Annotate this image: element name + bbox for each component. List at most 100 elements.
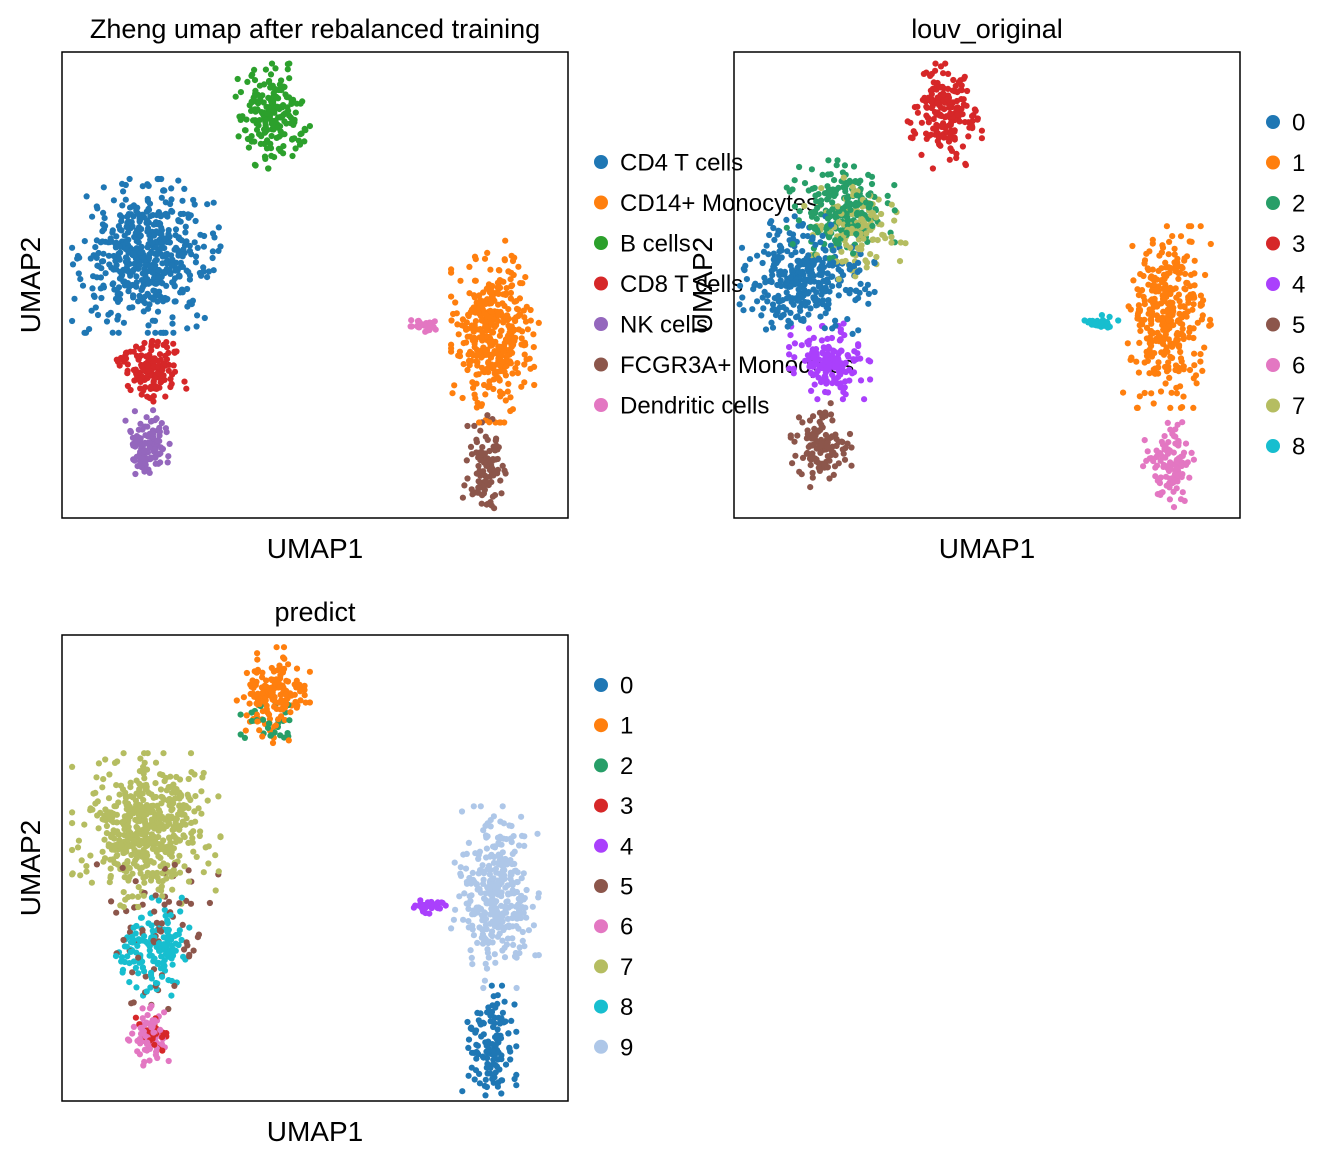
axes-frame <box>61 51 569 519</box>
data-point <box>499 358 506 365</box>
data-point <box>140 766 147 773</box>
data-point <box>873 253 880 261</box>
data-point <box>829 325 836 332</box>
legend-label: 7 <box>1292 393 1305 420</box>
data-point <box>820 344 827 351</box>
data-point <box>502 1061 510 1068</box>
data-point <box>837 336 844 343</box>
data-point <box>781 271 788 278</box>
data-point <box>801 180 809 187</box>
data-point <box>860 235 867 242</box>
data-point <box>156 940 163 947</box>
data-point <box>507 1048 514 1055</box>
data-point <box>467 333 474 340</box>
data-point <box>786 188 793 195</box>
data-point <box>83 868 90 875</box>
data-point <box>179 811 186 818</box>
data-point <box>135 426 142 433</box>
data-point <box>801 277 808 284</box>
data-point <box>953 150 960 157</box>
data-point <box>837 227 845 234</box>
data-point <box>503 898 510 905</box>
data-point <box>194 244 201 251</box>
data-point <box>155 370 162 377</box>
legend-label: CD8 T cells <box>620 271 743 298</box>
data-point <box>140 770 147 777</box>
data-point <box>127 204 134 211</box>
data-point <box>846 366 853 373</box>
data-point <box>118 218 125 225</box>
data-point <box>1177 233 1185 240</box>
data-point <box>244 78 251 85</box>
data-point <box>787 274 794 281</box>
data-point <box>807 462 814 469</box>
data-point <box>530 344 537 351</box>
data-point <box>265 105 272 112</box>
data-point <box>246 700 253 707</box>
data-point <box>145 280 152 287</box>
data-point <box>482 890 489 897</box>
data-point <box>867 358 874 365</box>
data-point <box>496 930 503 937</box>
data-point <box>179 251 186 258</box>
data-point <box>1149 240 1156 247</box>
data-point <box>500 291 507 298</box>
data-point <box>925 114 932 122</box>
data-point <box>270 668 277 675</box>
data-point <box>492 865 499 873</box>
data-point <box>961 119 969 126</box>
data-point <box>250 117 257 124</box>
data-point <box>169 320 176 327</box>
data-point <box>209 248 216 255</box>
data-point <box>189 839 196 846</box>
legend-label: 4 <box>1292 272 1305 299</box>
data-point <box>69 261 77 268</box>
data-point <box>277 147 284 155</box>
data-point <box>1148 390 1155 397</box>
data-point <box>1182 286 1189 293</box>
data-point <box>147 984 154 991</box>
data-point <box>165 367 172 374</box>
data-point <box>484 820 491 827</box>
data-point <box>113 356 120 363</box>
data-point <box>159 893 166 900</box>
data-point <box>843 194 851 202</box>
data-point <box>787 432 794 439</box>
data-point <box>189 297 196 304</box>
data-point <box>787 332 794 339</box>
data-point <box>100 250 107 257</box>
data-point <box>134 825 141 832</box>
data-point <box>179 263 186 270</box>
data-point <box>97 274 104 281</box>
data-point <box>145 322 152 329</box>
data-point <box>251 66 258 73</box>
data-point <box>808 166 816 173</box>
data-point <box>848 444 855 451</box>
data-point <box>948 147 956 154</box>
data-point <box>833 162 840 169</box>
data-point <box>740 307 747 314</box>
data-point <box>139 1005 146 1012</box>
data-point <box>494 284 501 291</box>
data-point <box>878 221 885 228</box>
data-point <box>197 828 204 835</box>
data-point <box>854 201 861 209</box>
data-point <box>483 965 491 972</box>
data-point <box>143 988 150 995</box>
data-point <box>272 65 279 72</box>
data-point <box>507 394 514 401</box>
data-point <box>812 192 819 199</box>
legend-label: 5 <box>1292 312 1305 339</box>
data-point <box>281 665 288 673</box>
data-point <box>129 223 136 230</box>
data-point <box>514 360 521 367</box>
data-point <box>470 384 477 391</box>
data-point <box>1174 259 1181 266</box>
data-point <box>463 457 470 464</box>
data-point <box>523 914 530 921</box>
data-point <box>486 473 494 480</box>
data-point <box>1177 319 1184 327</box>
data-point <box>137 870 144 877</box>
data-point <box>914 109 922 116</box>
